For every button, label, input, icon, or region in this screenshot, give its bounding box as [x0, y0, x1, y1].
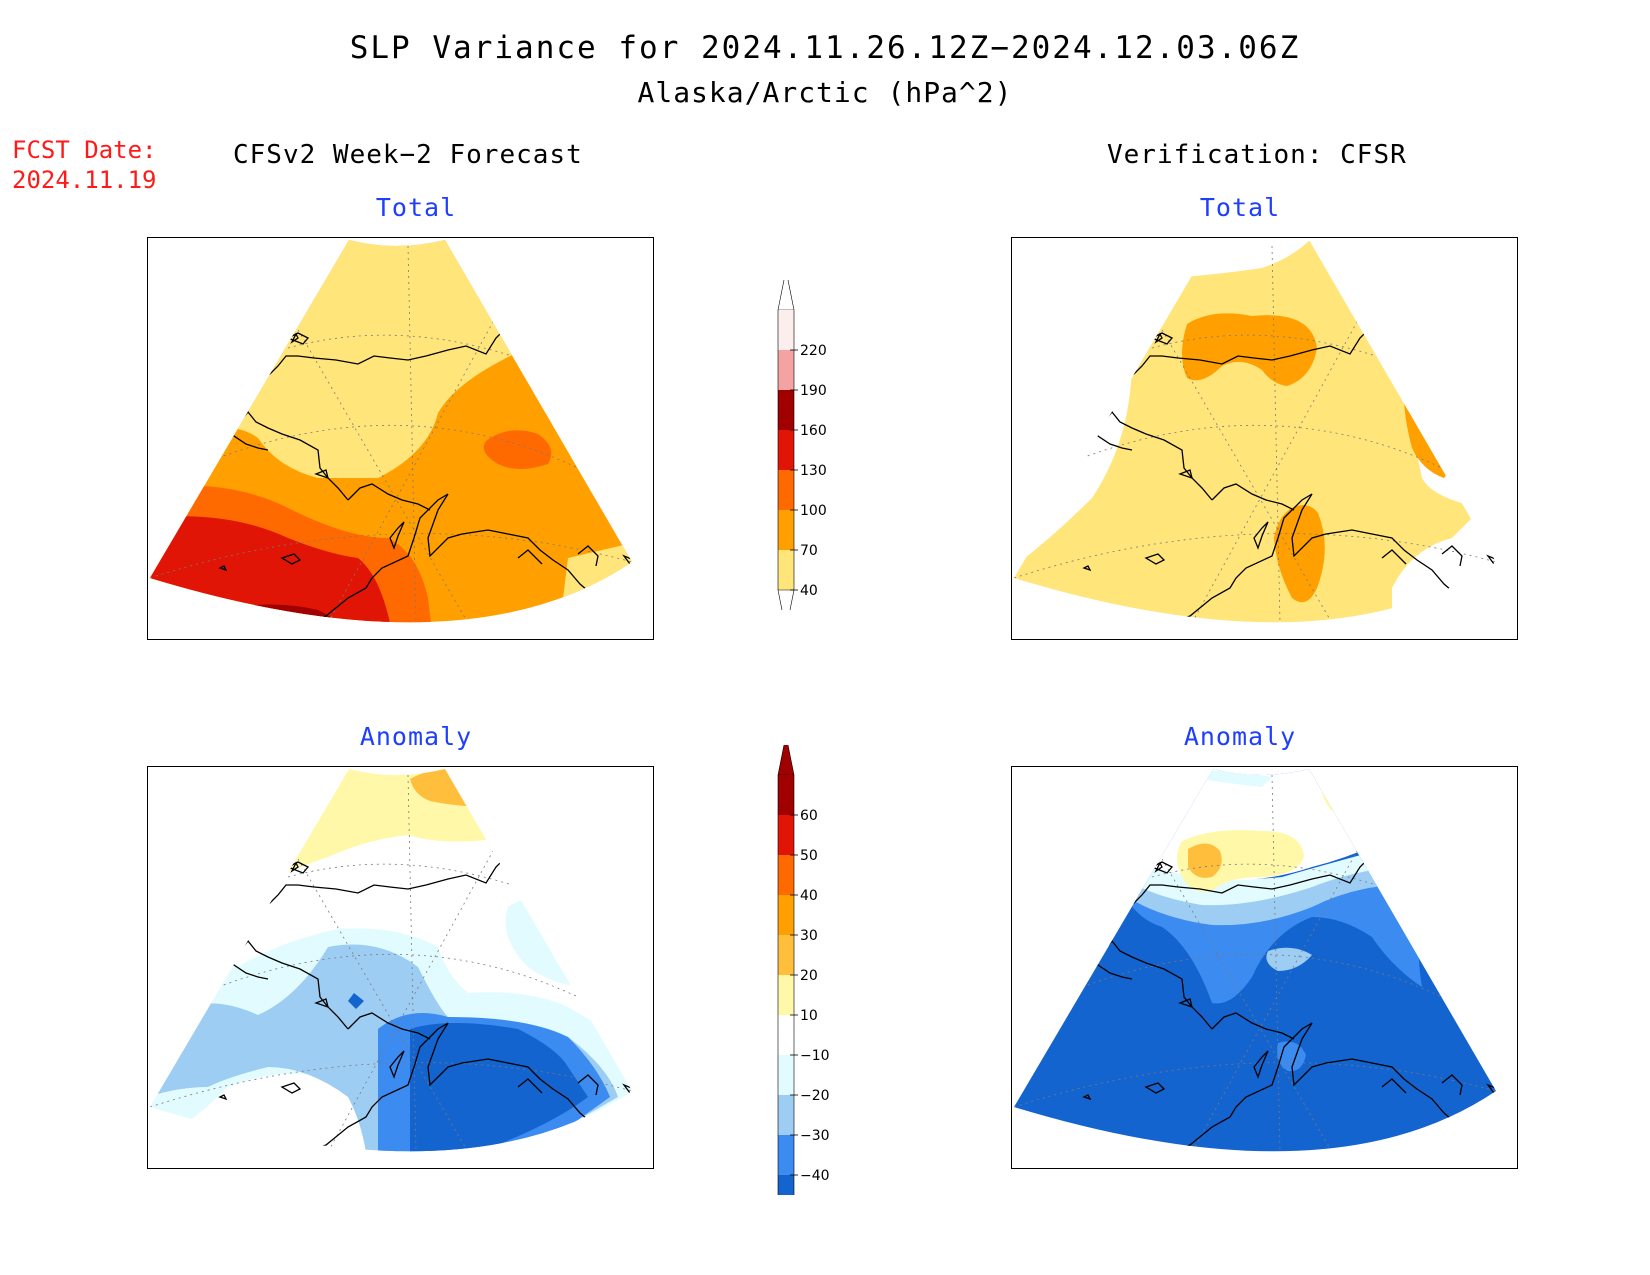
forecast-column-title: CFSv2 Week−2 Forecast [233, 140, 583, 170]
anomaly-colorbar-tick-label: −10 [800, 1048, 830, 1064]
anomaly-colorbar-swatch [778, 775, 794, 815]
total-colorbar-swatch [778, 430, 794, 470]
anomaly-colorbar-tick-label: −30 [800, 1128, 830, 1144]
anomaly-colorbar-swatch [778, 1015, 794, 1055]
total-colorbar-swatch [778, 470, 794, 510]
vbr-band-neg20b [1266, 947, 1312, 971]
verification-total-title: Total [1199, 193, 1281, 222]
anomaly-colorbar-swatch [778, 1175, 794, 1195]
total-colorbar-tip-top [777, 280, 795, 311]
vbr-band-neg30 [1122, 867, 1432, 1004]
main-title: SLP Variance for 2024.11.26.12Z−2024.12.… [349, 30, 1301, 66]
total-colorbar-tip-bottom [777, 589, 795, 610]
total-colorbar-tick-label: 100 [800, 503, 827, 519]
forecast-total-title: Total [375, 193, 457, 222]
verification-anomaly-map [1011, 766, 1518, 1169]
ftl-band-100b [483, 430, 552, 469]
anomaly-colorbar-tick-label: 40 [800, 888, 818, 904]
fbl-band-neg40 [410, 1023, 588, 1152]
forecast-total-map-svg [150, 240, 632, 623]
forecast-anomaly-title: Anomaly [359, 722, 473, 751]
anomaly-colorbar-tick-label: 60 [800, 808, 818, 824]
vtr-band-70d [1132, 618, 1192, 623]
verification-total-map [1011, 237, 1518, 640]
anomaly-colorbar-tick-label: 50 [800, 848, 818, 864]
forecast-anomaly-map-svg [150, 769, 632, 1152]
total-colorbar-swatch [778, 310, 794, 350]
forecast-anomaly-map [147, 766, 654, 1169]
anomaly-colorbar-tick-label: 30 [800, 928, 818, 944]
anomaly-colorbar-swatch [778, 1135, 794, 1175]
anomaly-colorbar-swatch [778, 1095, 794, 1135]
total-colorbar-tick-label: 220 [800, 343, 827, 359]
vbr-band-neg10 [1122, 847, 1396, 906]
vtr-band-70 [1182, 313, 1317, 386]
verification-column-title: Verification: CFSR [1107, 140, 1407, 170]
fbl-band-pos20 [410, 769, 478, 807]
anomaly-colorbar-tick-label: −20 [800, 1088, 830, 1104]
fcst-date-label: FCST Date: [12, 136, 157, 164]
anomaly-colorbar-swatch [778, 975, 794, 1015]
vtr-band-70b [1274, 504, 1325, 603]
total-colorbar-tick-label: 160 [800, 423, 827, 439]
anomaly-colorbar-swatch [778, 895, 794, 935]
verification-total-map-svg [1014, 240, 1496, 623]
fcst-date-value: 2024.11.19 [12, 166, 157, 194]
main-subtitle: Alaska/Arctic (hPa^2) [637, 76, 1013, 109]
vbr-band-pos20 [1188, 843, 1222, 878]
total-colorbar-tick-label: 70 [800, 543, 818, 559]
fbl-band-neg40b [348, 993, 364, 1009]
total-colorbar-swatch [778, 350, 794, 390]
anomaly-colorbar-tick-label: 20 [800, 968, 818, 984]
total-colorbar-swatch [778, 550, 794, 590]
anomaly-colorbar-swatch [778, 1055, 794, 1095]
anomaly-colorbar-tip-top [777, 745, 795, 776]
total-colorbar-tick-label: 130 [800, 463, 827, 479]
total-colorbar: 220 190 160 130 100 70 40 [777, 280, 827, 610]
anomaly-colorbar-tick-label: −40 [800, 1168, 830, 1184]
verification-anomaly-map-svg [1014, 769, 1496, 1152]
anomaly-colorbar-swatch [778, 815, 794, 855]
total-colorbar-swatch [778, 510, 794, 550]
verification-anomaly-title: Anomaly [1183, 722, 1297, 751]
vtr-band-40 [1014, 240, 1482, 623]
total-colorbar-swatch [778, 390, 794, 430]
anomaly-colorbar-swatch [778, 855, 794, 895]
anomaly-colorbar: 60 50 40 30 20 10 −10 −20 −30 −40 [777, 745, 830, 1195]
total-colorbar-tick-label: 40 [800, 583, 818, 599]
total-colorbar-tick-label: 190 [800, 383, 827, 399]
anomaly-colorbar-tick-label: 10 [800, 1008, 818, 1024]
forecast-total-map [147, 237, 654, 640]
anomaly-colorbar-swatch [778, 935, 794, 975]
